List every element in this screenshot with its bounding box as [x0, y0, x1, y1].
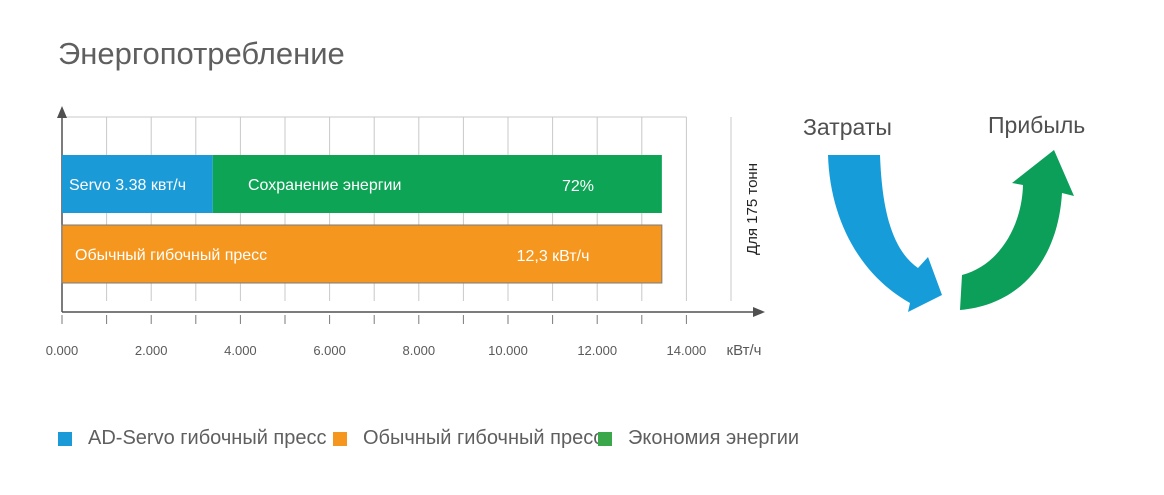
- x-tick-label: 12.000: [577, 343, 617, 358]
- bar-segment: [61, 224, 663, 284]
- x-tick-label: 14.000: [667, 343, 707, 358]
- x-unit-label: кВт/ч: [727, 342, 762, 359]
- bar-segment: [212, 155, 662, 213]
- legend-swatch-savings: [598, 432, 612, 446]
- x-tick-label: 8.000: [403, 343, 436, 358]
- bar-label-savings: Сохранение энергии: [248, 177, 401, 194]
- profit-arrow-icon: [960, 150, 1074, 310]
- x-tick-label: 10.000: [488, 343, 528, 358]
- y-axis-arrow-icon: [57, 106, 67, 118]
- energy-bar-chart: Servo 3.38 квт/ч Сохранение энергии 72% Обы…: [46, 106, 765, 359]
- costs-arrow-icon: [828, 155, 942, 312]
- legend-swatch-servo: [58, 432, 72, 446]
- bar-value-conventional: 12,3 кВт/ч: [517, 248, 590, 265]
- capacity-label: Для 175 тонн: [744, 163, 761, 255]
- chart-title: Энергопотребление: [58, 36, 345, 71]
- bar-label-conventional: Обычный гибочный пресс: [75, 247, 267, 264]
- x-tick-label: 4.000: [224, 343, 257, 358]
- x-tick-label: 0.000: [46, 343, 79, 358]
- bar-value-savings: 72%: [562, 178, 594, 195]
- legend-label-servo: AD-Servo гибочный пресс: [88, 427, 327, 449]
- profit-label: Прибыль: [988, 112, 1086, 138]
- cost-profit-arrows: [828, 150, 1074, 312]
- legend-label-savings: Экономия энергии: [628, 427, 800, 449]
- bar-label-servo: Servo 3.38 квт/ч: [69, 177, 186, 194]
- legend-label-conventional: Обычный гибочный пресс: [363, 427, 604, 449]
- costs-label: Затраты: [803, 114, 892, 140]
- legend-swatch-conventional: [333, 432, 347, 446]
- x-axis-arrow-icon: [753, 307, 765, 317]
- x-tick-label: 2.000: [135, 343, 168, 358]
- bar-segment: [62, 155, 213, 213]
- x-tick-label: 6.000: [313, 343, 346, 358]
